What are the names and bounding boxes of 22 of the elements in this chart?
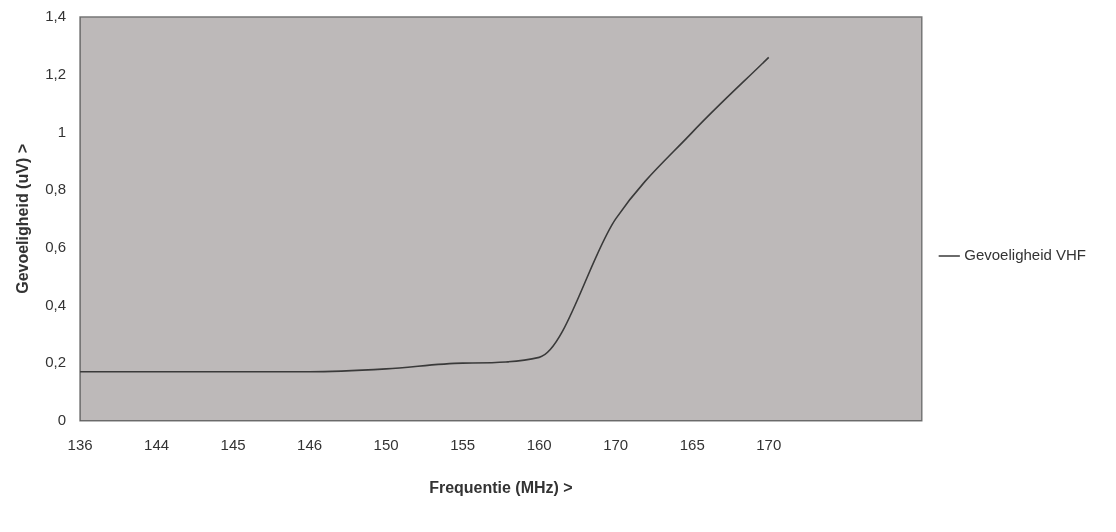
x-tick-label: 170 — [756, 435, 782, 453]
x-tick-label: 160 — [526, 435, 552, 453]
x-tick-label: 144 — [144, 435, 170, 453]
x-tick-label: 165 — [679, 435, 705, 453]
y-tick-label: 0,4 — [45, 295, 67, 313]
y-axis-title: Gevoeligheid (uV) > — [14, 143, 32, 294]
x-axis-title: Frequentie (MHz) > — [429, 478, 573, 496]
line-series — [79, 56, 770, 373]
x-tick-label: 145 — [220, 435, 246, 453]
y-tick-label: 0,6 — [45, 237, 67, 255]
x-tick-label: 146 — [297, 435, 323, 453]
y-tick-label: 1,2 — [45, 64, 67, 82]
y-tick-label: 1 — [57, 122, 67, 140]
legend-label: Gevoeligheid VHF — [964, 246, 1087, 264]
x-tick-label: 170 — [603, 435, 629, 453]
x-tick-label: 136 — [67, 435, 93, 453]
y-tick-label: 0,2 — [45, 353, 67, 371]
y-tick-label: 0,8 — [45, 180, 67, 198]
x-tick-label: 150 — [373, 435, 399, 453]
y-tick-label: 1,4 — [45, 7, 67, 25]
y-tick-label: 0 — [57, 410, 67, 428]
x-tick-label: 155 — [450, 435, 476, 453]
